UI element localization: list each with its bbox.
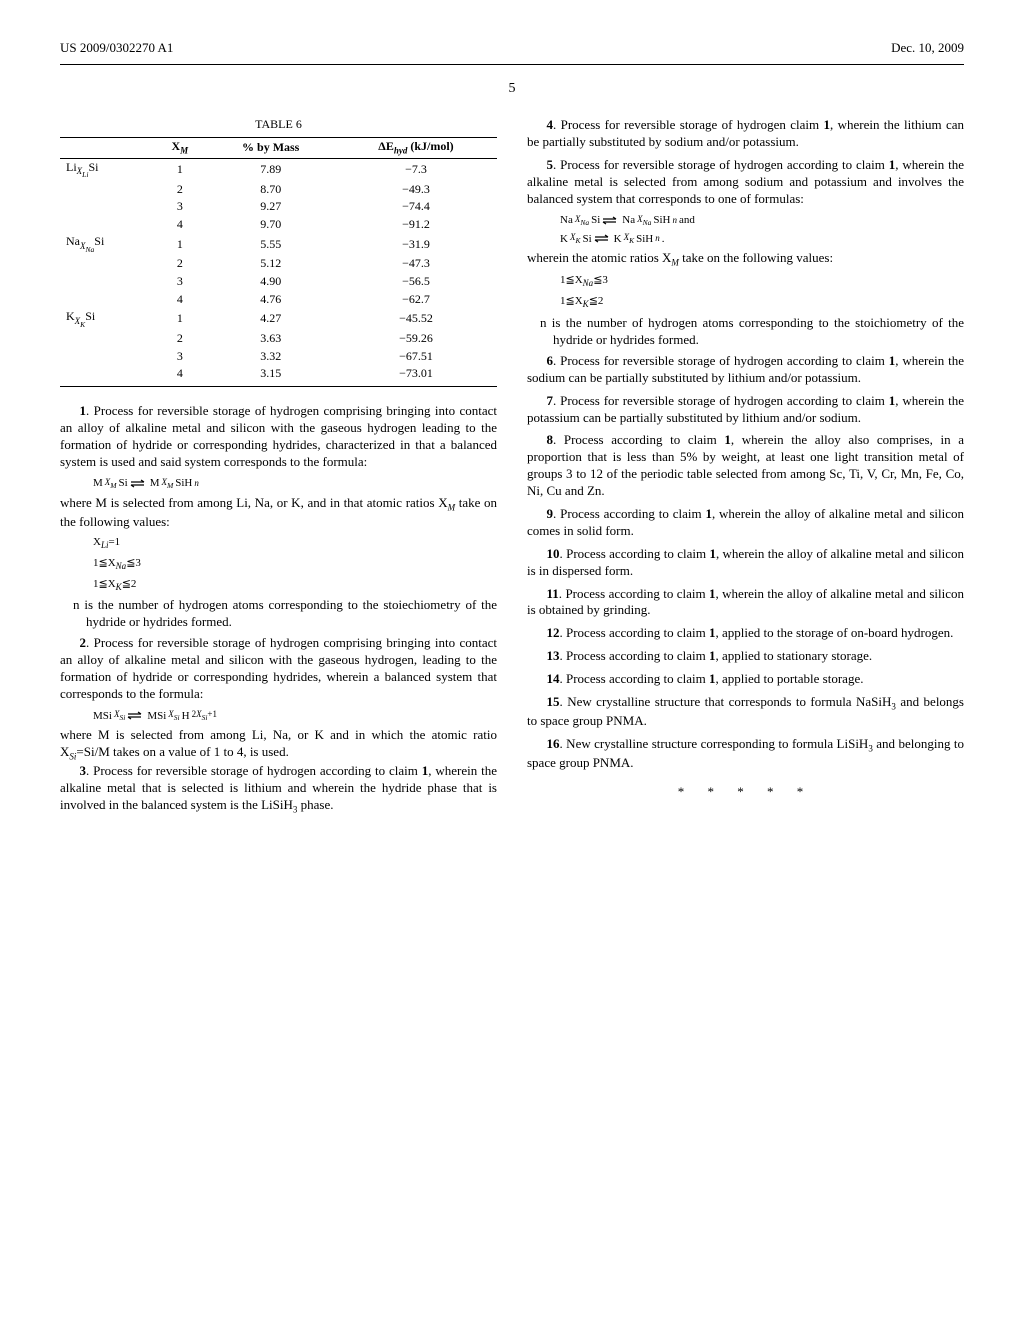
right-column: 4. Process for reversible storage of hyd… xyxy=(527,117,964,822)
table-header-row: XM % by Mass ΔEhyd (kJ/mol) xyxy=(60,137,497,158)
claim-1-cond1: XLi=1 xyxy=(93,535,497,552)
page-number: 5 xyxy=(60,81,964,97)
claim-5-formula-1: NaXNaSiNaXNaSiHn and xyxy=(560,213,964,227)
claim-2-where: where M is selected from among Li, Na, o… xyxy=(60,727,497,763)
table-row: 44.76−62.7 xyxy=(60,291,497,309)
claim-5-cond1: 1≦XNa≦3 xyxy=(560,273,964,290)
col-energy: ΔEhyd (kJ/mol) xyxy=(335,137,497,158)
claim-11: 11. Process according to claim 1, wherei… xyxy=(527,586,964,620)
claim-5-cond2: 1≦XK≦2 xyxy=(560,294,964,311)
header-left: US 2009/0302270 A1 xyxy=(60,40,173,56)
claim-1-tail: n is the number of hydrogen atoms corres… xyxy=(86,597,497,631)
claim-1-cond2: 1≦XNa≦3 xyxy=(93,556,497,573)
table-6-grid: XM % by Mass ΔEhyd (kJ/mol) LiXLiSi17.89… xyxy=(60,137,497,387)
claim-4: 4. Process for reversible storage of hyd… xyxy=(527,117,964,151)
equilibrium-arrow-icon xyxy=(594,234,612,243)
claim-16: 16. New crystalline structure correspond… xyxy=(527,736,964,772)
page-header: US 2009/0302270 A1 Dec. 10, 2009 xyxy=(60,40,964,56)
claim-1-where: where M is selected from among Li, Na, o… xyxy=(60,495,497,531)
equilibrium-arrow-icon xyxy=(130,479,148,488)
table-row: KXKSi14.27−45.52 xyxy=(60,308,497,330)
claim-12: 12. Process according to claim 1, applie… xyxy=(527,625,964,642)
claim-2-formula: MSiXSiMSiXSiH2XSi+1 xyxy=(93,709,497,723)
claim-9: 9. Process according to claim 1, wherein… xyxy=(527,506,964,540)
equilibrium-arrow-icon xyxy=(127,711,145,720)
table-row: NaXNaSi15.55−31.9 xyxy=(60,233,497,255)
claim-10: 10. Process according to claim 1, wherei… xyxy=(527,546,964,580)
claim-8: 8. Process according to claim 1, wherein… xyxy=(527,432,964,500)
claim-14: 14. Process according to claim 1, applie… xyxy=(527,671,964,688)
claim-1-cond3: 1≦XK≦2 xyxy=(93,577,497,594)
claim-5: 5. Process for reversible storage of hyd… xyxy=(527,157,964,208)
claim-1-formula: MXMSiMXMSiHn xyxy=(93,476,497,490)
claim-2: 2. Process for reversible storage of hyd… xyxy=(60,635,497,703)
claim-1: 1. Process for reversible storage of hyd… xyxy=(60,403,497,471)
table-row: 28.70−49.3 xyxy=(60,181,497,199)
header-rule xyxy=(60,64,964,65)
table-title: TABLE 6 xyxy=(60,117,497,133)
claim-5-formula-2: KXKSiKXKSiHn. xyxy=(560,232,964,246)
table-row: 25.12−47.3 xyxy=(60,255,497,273)
footer-marks: * * * * * xyxy=(527,784,964,801)
table-row: 39.27−74.4 xyxy=(60,198,497,216)
left-column: TABLE 6 XM % by Mass ΔEhyd (kJ/mol) LiXL… xyxy=(60,117,497,822)
content-columns: TABLE 6 XM % by Mass ΔEhyd (kJ/mol) LiXL… xyxy=(60,117,964,822)
claim-3: 3. Process for reversible storage of hyd… xyxy=(60,763,497,816)
claim-5-tail: n is the number of hydrogen atoms corres… xyxy=(553,315,964,349)
table-row: 23.63−59.26 xyxy=(60,330,497,348)
equilibrium-arrow-icon xyxy=(602,216,620,225)
claim-7: 7. Process for reversible storage of hyd… xyxy=(527,393,964,427)
claim-6: 6. Process for reversible storage of hyd… xyxy=(527,353,964,387)
header-right: Dec. 10, 2009 xyxy=(891,40,964,56)
table-6: TABLE 6 XM % by Mass ΔEhyd (kJ/mol) LiXL… xyxy=(60,117,497,387)
col-mass: % by Mass xyxy=(206,137,335,158)
table-row: 34.90−56.5 xyxy=(60,273,497,291)
table-row: 49.70−91.2 xyxy=(60,216,497,234)
claim-13: 13. Process according to claim 1, applie… xyxy=(527,648,964,665)
table-row: 33.32−67.51 xyxy=(60,348,497,366)
col-xm: XM xyxy=(153,137,206,158)
claim-5-where: wherein the atomic ratios XM take on the… xyxy=(527,250,964,269)
table-row: LiXLiSi17.89−7.3 xyxy=(60,158,497,180)
claim-15: 15. New crystalline structure that corre… xyxy=(527,694,964,730)
table-row: 43.15−73.01 xyxy=(60,365,497,386)
